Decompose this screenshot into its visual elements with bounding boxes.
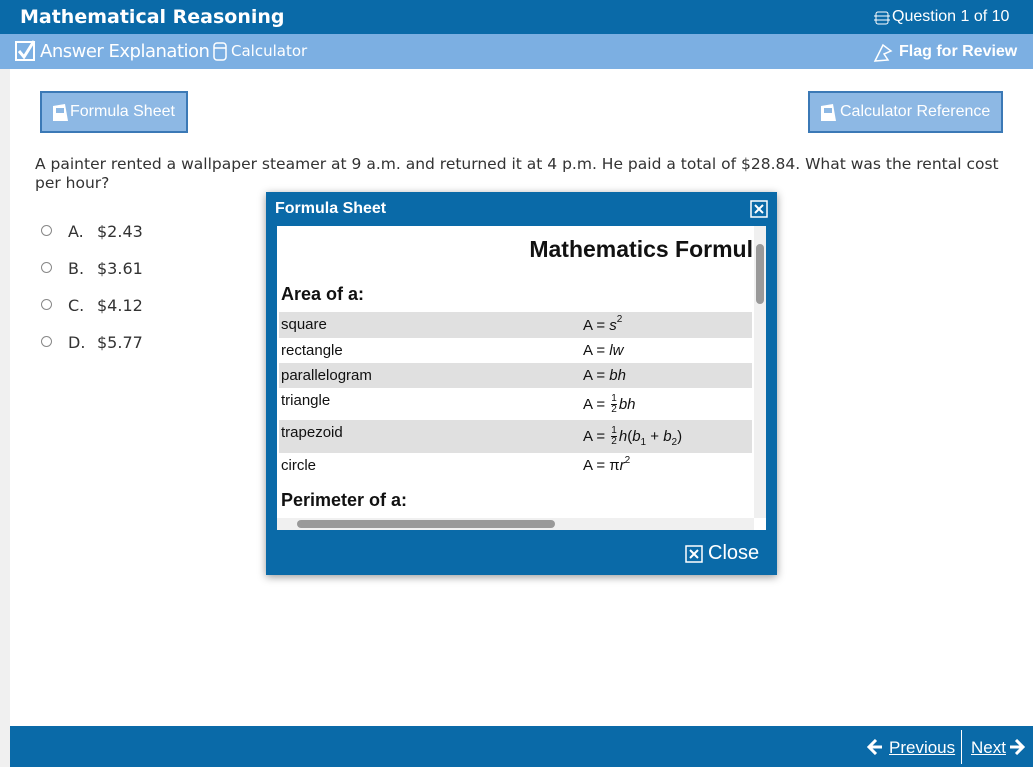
numerator: 1 — [611, 425, 617, 437]
shape-name: trapezoid — [281, 424, 343, 441]
formula-variable: bh — [609, 367, 626, 384]
formula-variable: r — [619, 457, 625, 474]
formula-variable: h — [618, 428, 628, 445]
formula-subscript: 1 — [640, 437, 647, 448]
list-icon — [874, 11, 890, 25]
option-text[interactable]: $2.43 — [97, 222, 143, 241]
next-arrow[interactable] — [1009, 739, 1025, 755]
section-title: Area of a: — [281, 284, 365, 304]
flag-icon[interactable] — [873, 42, 893, 62]
formula-text: A = — [583, 316, 610, 334]
close-label: Close — [708, 542, 760, 564]
formula-text: + — [646, 428, 664, 445]
formula-variable: b — [663, 428, 672, 445]
answer-explanation[interactable]: Answer Explanation — [40, 41, 210, 62]
calculator-button[interactable]: Calculator — [231, 42, 308, 60]
formula-variable: b — [632, 428, 641, 445]
previous-arrow[interactable] — [867, 739, 883, 755]
button-label: Formula Sheet — [70, 103, 175, 120]
formula-text: A = — [583, 367, 610, 384]
formula-variable: lw — [609, 342, 624, 359]
shape-name: parallelogram — [281, 367, 372, 384]
shape-name: rectangle — [281, 342, 343, 359]
formula-sheet-dialog: Formula Sheet Mathematics Formul Area of… — [266, 192, 777, 575]
book-icon — [821, 104, 836, 121]
calculator-icon[interactable] — [213, 42, 227, 61]
option-text[interactable]: $4.12 — [97, 296, 143, 315]
formula: A = 1 2 h(b 1 + b 2) — [583, 420, 682, 453]
option-letter: D. — [68, 333, 86, 352]
check-icon[interactable] — [15, 40, 37, 62]
book-icon — [53, 104, 68, 121]
radio-button[interactable] — [41, 336, 52, 347]
formula-text: A = — [583, 428, 610, 445]
formula: A = 1 2 bh — [583, 388, 636, 420]
formula-row: trapezoid A = 1 2 h(b 1 + b 2) — [279, 420, 752, 453]
radio-button[interactable] — [41, 262, 52, 273]
formula-exponent: 2 — [616, 314, 623, 325]
close-button[interactable]: Close — [685, 542, 759, 565]
formula-subscript: 2 — [671, 437, 678, 448]
sheet-heading: Mathematics Formul — [529, 236, 753, 262]
calculator-reference-button[interactable]: Calculator Reference — [808, 91, 1003, 133]
exam-title: Mathematical Reasoning — [20, 6, 285, 28]
radio-button[interactable] — [41, 225, 52, 236]
formula-text: A = — [583, 342, 610, 359]
close-icon — [685, 544, 703, 563]
radio-button[interactable] — [41, 299, 52, 310]
shape-name: triangle — [281, 392, 331, 409]
dialog-close-icon[interactable] — [750, 200, 768, 218]
formula-sheet-button[interactable]: Formula Sheet — [40, 91, 188, 133]
shape-name: square — [281, 316, 327, 333]
question-text: A painter rented a wallpaper steamer at … — [35, 155, 999, 192]
formula-variable: bh — [618, 395, 636, 413]
next-button[interactable]: Next — [971, 738, 1006, 757]
formula-text: ( — [627, 428, 633, 445]
question-progress: Question 1 of 10 — [892, 8, 1010, 25]
option-letter: A. — [68, 222, 84, 241]
option-text[interactable]: $3.61 — [97, 259, 143, 278]
section-title: Perimeter of a: — [281, 490, 408, 510]
formula: A = lw — [583, 338, 623, 363]
denominator: 2 — [611, 403, 617, 415]
formula-text: ) — [677, 428, 683, 445]
footer-bar: Previous Next — [10, 726, 1033, 767]
option-letter: C. — [68, 296, 85, 315]
numerator: 1 — [611, 392, 617, 405]
header-bar: Mathematical Reasoning Question 1 of 10 — [0, 0, 1033, 34]
button-label: Calculator Reference — [840, 103, 991, 120]
formula-text: A = — [583, 395, 610, 413]
divider — [961, 730, 962, 764]
option-letter: B. — [68, 259, 85, 278]
formula-row: parallelogram A = bh — [279, 363, 752, 388]
formula-text: A = π — [583, 457, 620, 474]
previous-button[interactable]: Previous — [889, 738, 956, 757]
toolbar: Answer Explanation Calculator Flag for R… — [0, 34, 1033, 69]
horizontal-scrollbar[interactable] — [277, 518, 754, 530]
dialog-title: Formula Sheet — [275, 200, 387, 217]
dialog-content: Mathematics Formul Area of a: square A = s… — [277, 226, 766, 530]
vertical-scrollbar[interactable] — [754, 226, 766, 518]
option-text[interactable]: $5.77 — [97, 333, 143, 352]
formula: A = bh — [583, 363, 626, 388]
formula-row: rectangle A = lw — [279, 338, 752, 363]
flag-for-review[interactable]: Flag for Review — [899, 43, 1018, 60]
formula-variable: s — [609, 316, 617, 334]
formula-exponent: 2 — [624, 455, 631, 466]
shape-name: circle — [281, 457, 317, 474]
formula-row: triangle A = 1 2 bh — [279, 388, 752, 420]
denominator: 2 — [611, 436, 617, 447]
